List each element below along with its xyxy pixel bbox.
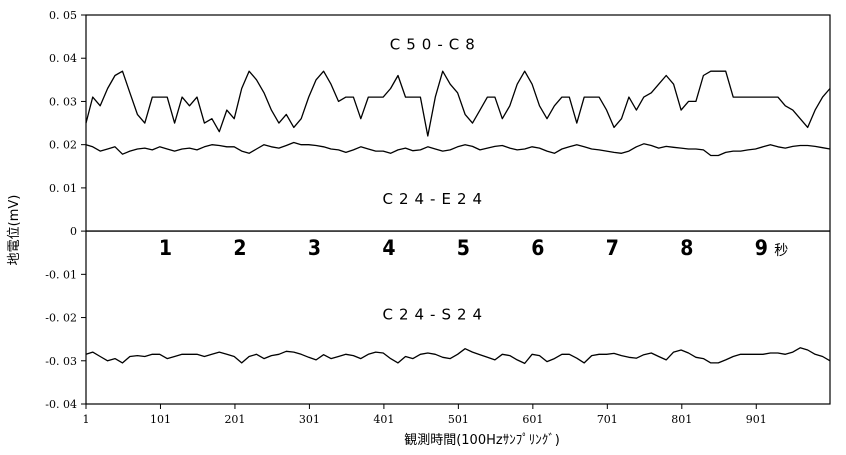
x-tick-label: 701 xyxy=(597,413,618,426)
axes: 0. 05 0. 04 0. 03 0. 02 0. 01 0 -0. 01 -0. 02 -0… xyxy=(45,9,831,426)
y-tick-label: 0. 01 xyxy=(49,182,77,195)
second-marker: 1 xyxy=(159,236,172,260)
series-line xyxy=(85,141,831,157)
y-tick-label: -0. 01 xyxy=(45,268,77,281)
y-tick-label: 0. 04 xyxy=(49,52,77,65)
series-label: C50-C8 xyxy=(390,36,481,54)
y-tick-label: -0. 03 xyxy=(45,355,77,368)
x-tick-label: 1 xyxy=(83,413,90,426)
x-tick-label: 501 xyxy=(448,413,469,426)
y-tick-label: 0. 02 xyxy=(49,139,77,152)
series-label: C24-S24 xyxy=(382,306,488,324)
x-tick-label: 201 xyxy=(224,413,245,426)
second-marker: 5 xyxy=(457,236,470,260)
second-marker: 3 xyxy=(308,236,321,260)
second-marker: 9 xyxy=(755,236,768,260)
x-tick-label: 601 xyxy=(522,413,543,426)
y-tick-label: 0. 05 xyxy=(49,9,77,22)
chart-annotations: C50-C8 C24-E24 C24-S24 1 2 3 4 5 6 7 8 9 秒 xyxy=(159,36,788,324)
y-tick-label: 0 xyxy=(70,225,77,238)
x-tick-label: 101 xyxy=(150,413,171,426)
x-tick-label: 801 xyxy=(671,413,692,426)
y-tick-label: -0. 02 xyxy=(45,312,77,325)
second-marker: 6 xyxy=(531,236,544,260)
second-marker: 2 xyxy=(233,236,246,260)
series-line xyxy=(85,70,831,137)
y-axis-title: 地電位(mV) xyxy=(7,195,22,266)
series-line xyxy=(85,347,831,365)
x-tick-label: 301 xyxy=(299,413,320,426)
second-marker: 8 xyxy=(680,236,693,260)
second-unit-label: 秒 xyxy=(774,243,788,259)
x-tick-label: 401 xyxy=(373,413,394,426)
x-tick-label: 901 xyxy=(746,413,767,426)
series-label: C24-E24 xyxy=(383,190,489,208)
y-tick-label: -0. 04 xyxy=(45,398,77,411)
second-marker: 4 xyxy=(382,236,395,260)
x-axis-title: 観測時間(100Hzｻﾝﾌﾟﾘﾝｸﾞ) xyxy=(404,433,560,448)
series-lines xyxy=(85,70,831,365)
plot-frame xyxy=(85,14,831,405)
second-marker: 7 xyxy=(606,236,619,260)
y-tick-label: 0. 03 xyxy=(49,95,77,108)
